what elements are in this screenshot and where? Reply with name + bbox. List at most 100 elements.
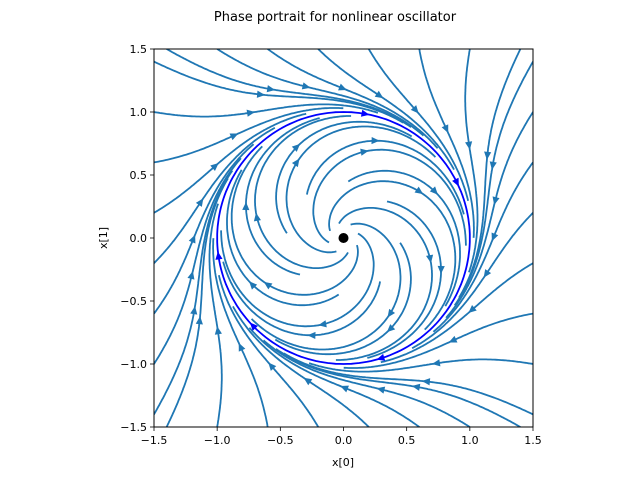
streamline <box>230 145 359 296</box>
streamline <box>154 107 344 164</box>
streamline <box>218 275 319 427</box>
streamline-arrow <box>268 362 277 371</box>
streamline <box>154 143 255 315</box>
x-axis-label: x[0] <box>332 456 354 469</box>
streamline-arrow <box>387 308 396 318</box>
streamline <box>453 61 533 306</box>
y-tick-label: 1.5 <box>130 43 148 56</box>
streamline-arrow <box>468 305 477 313</box>
streamline <box>343 312 533 369</box>
limit-cycle <box>215 109 471 365</box>
streamline-arrow <box>246 109 256 117</box>
streamline-arrow <box>187 270 195 280</box>
streamline <box>283 352 533 416</box>
streamline <box>248 327 420 427</box>
streamline <box>285 125 437 254</box>
streamline <box>166 49 412 128</box>
y-tick-label: 0.0 <box>130 232 148 245</box>
x-tick-label: 1.5 <box>524 434 542 447</box>
x-axis-ticks: −1.5 −1.0 −0.5 0.0 0.5 1.0 1.5 <box>141 427 542 447</box>
streamline-arrow <box>360 148 369 156</box>
streamline-arrow <box>411 383 421 391</box>
y-tick-label: −1.0 <box>120 358 147 371</box>
streamline <box>347 169 461 307</box>
chart-title: Phase portrait for nonlinear oscillator <box>214 10 457 25</box>
streamline-arrow <box>431 359 441 367</box>
streamline <box>154 157 242 365</box>
streamline <box>274 242 412 356</box>
streamline-arrow <box>291 158 300 168</box>
limit-cycle-arrow <box>215 251 223 260</box>
streamline <box>368 49 469 201</box>
streamline-arrow <box>376 386 386 394</box>
streamline-arrow <box>249 281 258 290</box>
streamline <box>458 49 522 299</box>
streamline <box>254 115 352 269</box>
streamline-arrow <box>340 385 349 393</box>
streamline <box>335 207 433 361</box>
streamline <box>250 222 402 351</box>
x-tick-label: 0.0 <box>335 434 353 447</box>
streamline-arrow <box>190 306 198 315</box>
streamline-arrow <box>256 90 266 98</box>
streamline <box>216 49 425 137</box>
streamline-arrow <box>371 136 380 145</box>
streamline-arrow <box>374 90 384 99</box>
streamline <box>317 49 455 171</box>
streamline-arrow <box>214 326 222 335</box>
streamline-arrow <box>253 212 261 222</box>
streamline-arrow <box>242 202 250 211</box>
streamline-arrow <box>386 324 396 333</box>
streamline-arrow <box>301 82 311 90</box>
streamline <box>367 200 442 359</box>
streamline-arrow <box>448 335 458 343</box>
streamline <box>418 49 475 238</box>
limit-cycle-arrow <box>376 353 386 361</box>
streamline-arrow <box>484 151 492 160</box>
x-tick-label: −0.5 <box>267 434 294 447</box>
streamline-arrow <box>238 342 246 352</box>
streamline <box>328 180 457 331</box>
streamline-arrow <box>441 124 449 134</box>
streamline-arrow <box>491 232 499 242</box>
streamline-arrow <box>307 331 316 340</box>
streamline-arrow <box>229 133 239 141</box>
equilibrium-point <box>338 233 349 243</box>
streamlines <box>154 49 533 427</box>
streamline <box>154 112 307 214</box>
streamline <box>275 348 521 427</box>
streamline-arrow <box>263 281 273 290</box>
limit-cycle-arrow <box>452 177 459 187</box>
streamline <box>222 261 381 337</box>
streamline-arrow <box>303 377 313 386</box>
streamline-arrow <box>210 163 219 171</box>
y-tick-label: −0.5 <box>120 295 147 308</box>
streamline <box>464 49 479 273</box>
streamline-arrow <box>195 316 203 325</box>
streamline-arrow <box>489 161 497 170</box>
streamline-arrow <box>437 265 445 274</box>
streamline <box>312 148 467 246</box>
streamline <box>154 60 404 124</box>
streamline <box>154 170 234 415</box>
streamline-arrow <box>266 85 276 93</box>
streamline <box>380 262 533 364</box>
streamline-arrow <box>410 105 419 114</box>
limit-cycle-arrow <box>249 322 258 331</box>
streamline <box>226 169 340 307</box>
streamline-arrow <box>414 186 424 195</box>
streamline <box>445 111 533 319</box>
x-tick-label: 0.5 <box>398 434 416 447</box>
x-tick-label: −1.5 <box>141 434 168 447</box>
x-tick-label: −1.0 <box>204 434 231 447</box>
streamline <box>212 238 269 427</box>
streamline-arrow <box>429 186 438 195</box>
streamline-arrow <box>426 254 434 264</box>
streamline <box>154 103 379 118</box>
y-axis-label: x[1] <box>97 227 110 249</box>
streamline <box>232 305 370 427</box>
streamline <box>208 203 223 427</box>
streamline <box>432 161 533 333</box>
streamline-arrow <box>492 196 500 206</box>
